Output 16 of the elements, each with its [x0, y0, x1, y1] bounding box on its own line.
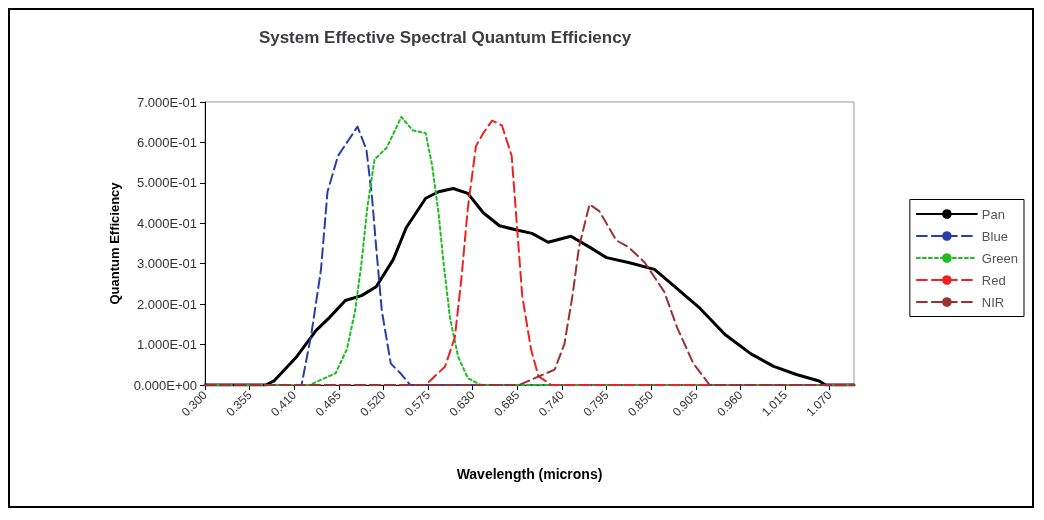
y-tick-label: 5.000E-01 — [137, 175, 197, 191]
y-tick-label: 6.000E-01 — [137, 134, 197, 150]
y-tick-label: 7.000E-01 — [137, 94, 197, 110]
y-axis-title: Quantum Efficiency — [107, 181, 122, 305]
chart-title: System Effective Spectral Quantum Efficiency — [258, 28, 632, 47]
y-tick-label: 0.000E+00 — [133, 377, 197, 393]
y-tick-label: 4.000E-01 — [137, 215, 197, 231]
legend-label: Red — [981, 272, 1006, 288]
legend-label: Green — [981, 250, 1019, 266]
y-tick-label: 3.000E-01 — [137, 256, 197, 272]
y-tick-label: 1.000E-01 — [137, 337, 197, 353]
legend-label: Pan — [981, 206, 1006, 222]
legend-label: Blue — [981, 228, 1008, 244]
y-tick-label: 2.000E-01 — [137, 296, 197, 312]
legend-label: NIR — [981, 294, 1005, 310]
x-axis-title: Wavelength (microns) — [456, 466, 603, 482]
